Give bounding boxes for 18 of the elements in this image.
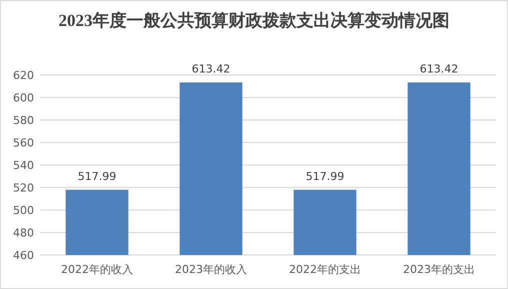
y-tick-label: 500 xyxy=(13,204,34,217)
data-label: 517.99 xyxy=(306,170,344,183)
y-tick-label: 540 xyxy=(13,159,34,172)
y-tick-label: 600 xyxy=(13,92,34,104)
y-tick-label: 560 xyxy=(13,136,34,150)
x-tick-label: 2022年的支出 xyxy=(289,263,361,276)
chart-title: 2023年度一般公共预算财政拨款支出决算变动情况图 xyxy=(58,11,450,30)
data-label: 613.42 xyxy=(420,62,458,76)
x-tick-label: 2022年的收入 xyxy=(61,263,133,276)
data-label: 517.99 xyxy=(78,170,116,183)
y-tick-label: 520 xyxy=(13,182,34,194)
y-tick-label: 480 xyxy=(13,226,34,240)
y-tick-label: 580 xyxy=(13,114,34,127)
y-tick-label: 620 xyxy=(13,69,34,82)
y-tick-label: 460 xyxy=(13,249,34,262)
data-label: 613.42 xyxy=(192,62,230,76)
x-tick-label: 2023年的支出 xyxy=(403,263,475,276)
x-tick-label: 2023年的收入 xyxy=(175,263,247,276)
